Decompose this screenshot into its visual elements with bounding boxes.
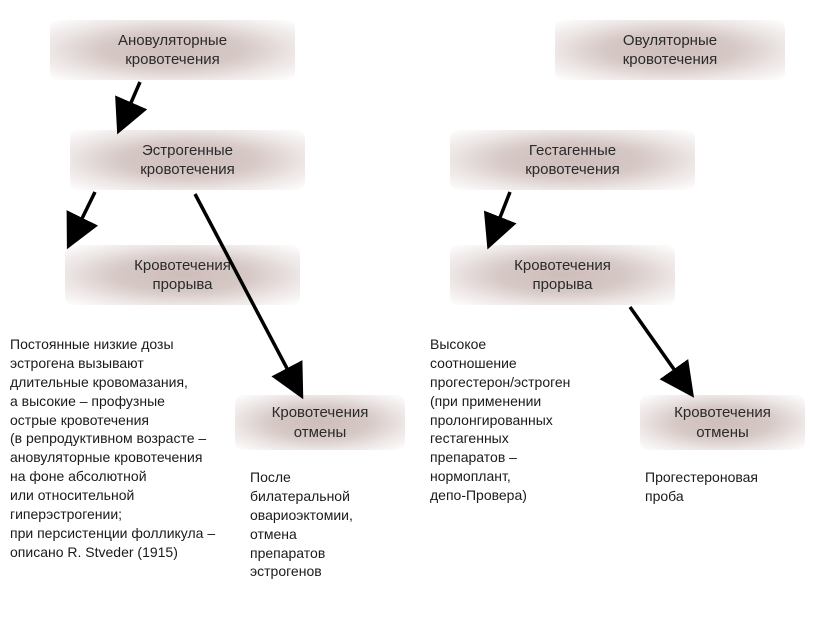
desc-ratio: Высокоесоотношениепрогестерон/эстроген(п…: [430, 335, 610, 505]
desc-text: Послебилатеральнойовариоэктомии,отменапр…: [250, 469, 353, 579]
desc-low-dose: Постоянные низкие дозыэстрогена вызывают…: [10, 335, 235, 562]
node-breakthrough1: Кровотеченияпрорыва: [65, 245, 300, 305]
node-withdrawal1: Кровотеченияотмены: [235, 395, 405, 450]
node-withdrawal2: Кровотеченияотмены: [640, 395, 805, 450]
desc-text: Высокоесоотношениепрогестерон/эстроген(п…: [430, 336, 570, 503]
node-gestagenic: Гестагенныекровотечения: [450, 130, 695, 190]
desc-text: Постоянные низкие дозыэстрогена вызывают…: [10, 336, 215, 560]
node-estrogenic: Эстрогенныекровотечения: [70, 130, 305, 190]
node-label: Ановуляторныекровотечения: [118, 31, 227, 70]
node-label: Кровотеченияпрорыва: [134, 256, 231, 295]
node-ovulatory: Овуляторныекровотечения: [555, 20, 785, 80]
desc-progesterone: Прогестероноваяпроба: [645, 468, 795, 506]
node-anovulatory: Ановуляторныекровотечения: [50, 20, 295, 80]
node-label: Кровотеченияотмены: [674, 403, 771, 442]
node-label: Гестагенныекровотечения: [525, 141, 620, 180]
node-label: Кровотеченияотмены: [272, 403, 369, 442]
node-label: Кровотеченияпрорыва: [514, 256, 611, 295]
node-label: Эстрогенныекровотечения: [140, 141, 235, 180]
node-breakthrough2: Кровотеченияпрорыва: [450, 245, 675, 305]
desc-bilateral: Послебилатеральнойовариоэктомии,отменапр…: [250, 468, 400, 581]
desc-text: Прогестероноваяпроба: [645, 469, 758, 504]
node-label: Овуляторныекровотечения: [623, 31, 718, 70]
